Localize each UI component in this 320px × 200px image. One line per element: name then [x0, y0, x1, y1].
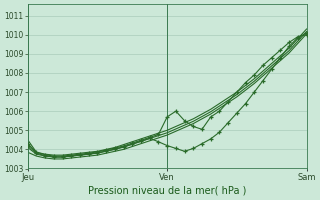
X-axis label: Pression niveau de la mer( hPa ): Pression niveau de la mer( hPa ): [88, 186, 246, 196]
